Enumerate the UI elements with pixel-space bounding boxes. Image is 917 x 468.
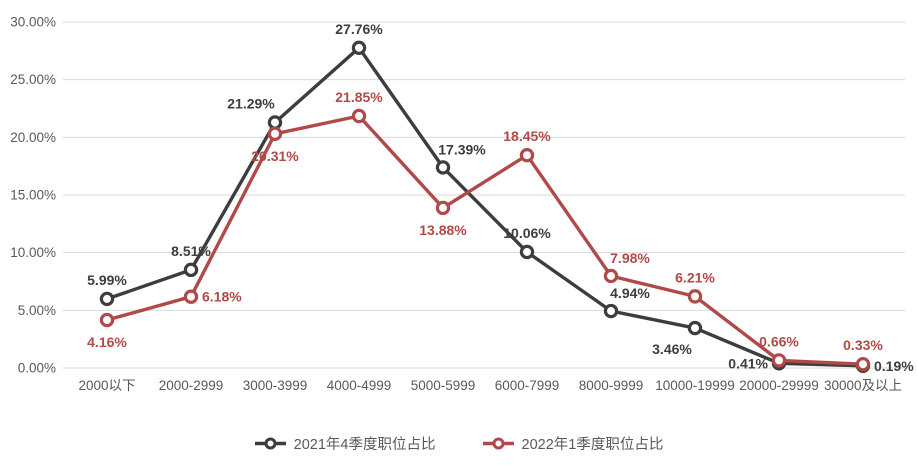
y-axis-tick-label: 10.00%: [10, 245, 56, 260]
data-point-marker[interactable]: [771, 353, 787, 368]
data-label: 4.16%: [87, 334, 127, 350]
data-point-marker[interactable]: [99, 312, 115, 328]
x-axis-tick-label: 2000-2999: [159, 378, 224, 393]
data-label: 20.31%: [251, 148, 299, 164]
legend-item-2022q1[interactable]: 2022年1季度职位占比: [482, 433, 664, 454]
data-point-marker[interactable]: [855, 356, 871, 372]
series-line: [105, 114, 865, 366]
data-label: 0.41%: [728, 355, 768, 371]
data-point-marker[interactable]: [351, 108, 367, 124]
data-point-marker[interactable]: [687, 289, 703, 304]
data-point-marker[interactable]: [267, 126, 283, 141]
data-point-marker[interactable]: [603, 268, 619, 284]
legend-circle-icon: [264, 437, 277, 450]
y-axis-tick-label: 20.00%: [10, 130, 56, 145]
legend-label-2022q1: 2022年1季度职位占比: [521, 437, 664, 453]
series-line: [105, 46, 865, 368]
data-label: 6.21%: [675, 269, 715, 285]
y-axis-tick-label: 30.00%: [10, 15, 56, 30]
legend-marker-2022q1-icon: [482, 437, 514, 450]
x-axis-tick-label: 8000-9999: [579, 378, 644, 393]
data-point-marker[interactable]: [183, 289, 199, 304]
y-axis-tick-label: 15.00%: [10, 188, 56, 203]
y-axis-tick-label: 25.00%: [10, 72, 56, 87]
data-point-marker[interactable]: [603, 303, 619, 319]
y-axis-tick-label: 5.00%: [18, 303, 56, 318]
data-label: 21.29%: [227, 95, 275, 111]
legend-marker-2021q4-icon: [254, 437, 286, 450]
data-label: 18.45%: [503, 128, 551, 144]
x-axis-tick-label: 4000-4999: [327, 378, 392, 393]
data-label: 7.98%: [610, 250, 650, 266]
legend-label-2021q4: 2021年4季度职位占比: [293, 437, 436, 453]
data-label: 21.85%: [335, 89, 383, 105]
data-label: 0.19%: [874, 358, 914, 374]
data-label: 27.76%: [335, 21, 383, 37]
data-point-marker[interactable]: [99, 291, 115, 307]
data-label: 8.51%: [171, 243, 211, 259]
data-point-marker[interactable]: [519, 148, 535, 163]
x-axis-tick-label: 3000-3999: [243, 378, 308, 393]
data-label: 0.66%: [759, 333, 799, 349]
data-label: 10.06%: [503, 225, 551, 241]
data-label: 17.39%: [438, 141, 486, 157]
data-point-marker[interactable]: [183, 262, 199, 278]
data-point-marker[interactable]: [435, 200, 451, 216]
data-point-marker[interactable]: [519, 244, 535, 260]
x-axis-tick-label: 5000-5999: [411, 378, 476, 393]
data-label: 13.88%: [419, 222, 467, 238]
data-point-marker[interactable]: [687, 320, 703, 336]
data-point-marker[interactable]: [267, 115, 283, 130]
data-label: 4.94%: [610, 285, 650, 301]
x-axis-tick-label: 20000-29999: [739, 378, 819, 393]
data-point-marker[interactable]: [435, 160, 451, 175]
x-axis-tick-label: 2000以下: [78, 378, 135, 393]
data-label: 3.46%: [652, 341, 692, 357]
y-axis-tick-label: 0.00%: [18, 361, 56, 376]
data-label: 0.33%: [843, 337, 883, 353]
chart-legend: 2021年4季度职位占比 2022年1季度职位占比: [0, 433, 917, 454]
data-label: 6.18%: [202, 289, 242, 305]
x-axis-tick-label: 6000-7999: [495, 378, 560, 393]
legend-circle-icon: [492, 437, 504, 450]
data-point-marker[interactable]: [351, 40, 367, 56]
data-label: 5.99%: [87, 272, 127, 288]
x-axis-tick-label: 10000-19999: [655, 378, 735, 393]
x-axis-tick-label: 30000及以上: [824, 378, 902, 393]
legend-item-2021q4[interactable]: 2021年4季度职位占比: [254, 433, 436, 454]
